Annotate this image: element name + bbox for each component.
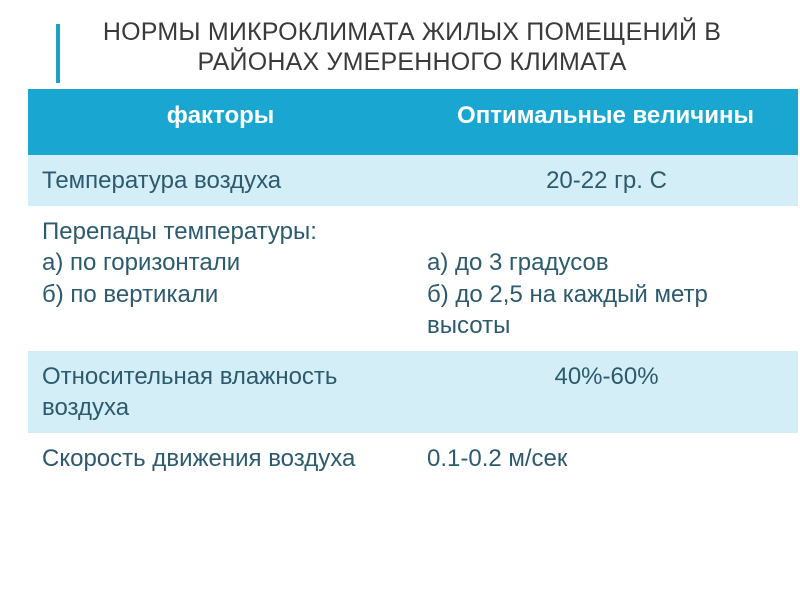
table-header-row: факторы Оптимальные величины (28, 89, 798, 155)
value-cell: 20-22 гр. С (413, 155, 798, 206)
factor-cell: Перепады температуры: а) по горизонтали … (28, 206, 413, 351)
microclimate-table: факторы Оптимальные величины Температура… (28, 89, 798, 485)
factor-cell: Температура воздуха (28, 155, 413, 206)
title-wrap: НОРМЫ МИКРОКЛИМАТА ЖИЛЫХ ПОМЕЩЕНИЙ В РАЙ… (0, 18, 800, 85)
slide-container: НОРМЫ МИКРОКЛИМАТА ЖИЛЫХ ПОМЕЩЕНИЙ В РАЙ… (0, 0, 800, 600)
title-accent-bar (56, 24, 60, 83)
table-row: Температура воздуха 20-22 гр. С (28, 155, 798, 206)
col-header-values: Оптимальные величины (413, 89, 798, 155)
table-row: Перепады температуры: а) по горизонтали … (28, 206, 798, 351)
value-cell: 0.1-0.2 м/сек (413, 433, 798, 484)
slide-title: НОРМЫ МИКРОКЛИМАТА ЖИЛЫХ ПОМЕЩЕНИЙ В РАЙ… (56, 18, 744, 77)
table-row: Относительная влажность воздуха 40%-60% (28, 351, 798, 433)
col-header-factors: факторы (28, 89, 413, 155)
value-cell: а) до 3 градусов б) до 2,5 на каждый мет… (413, 206, 798, 351)
factor-cell: Относительная влажность воздуха (28, 351, 413, 433)
table-row: Скорость движения воздуха 0.1-0.2 м/сек (28, 433, 798, 484)
value-cell: 40%-60% (413, 351, 798, 433)
factor-cell: Скорость движения воздуха (28, 433, 413, 484)
